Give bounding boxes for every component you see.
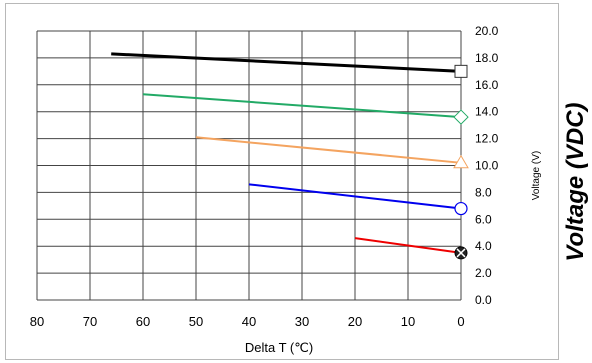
y-tick-label: 10.0 [475,159,499,173]
x-tick-label: 10 [401,314,415,329]
outer-voltage-label-container: Voltage (VDC) [560,0,592,363]
series-marker-5 [454,246,468,260]
x-tick-labels: 80 70 60 50 40 30 20 10 0 [30,314,465,329]
y-axis-label: Voltage (V) [531,151,542,200]
x-tick-label: 80 [30,314,44,329]
x-tick-label: 50 [189,314,203,329]
y-tick-label: 2.0 [475,266,492,280]
series-line-1 [111,52,462,73]
y-tick-label: 8.0 [475,185,492,199]
series-line-5 [354,237,462,254]
y-tick-label: 14.0 [475,105,499,119]
series-marker-3 [453,154,469,169]
series-marker-1 [454,64,468,78]
series-line-2 [142,93,462,119]
series-line-4 [248,183,462,210]
chart-frame: 80 70 60 50 40 30 20 10 0 0.0 2.0 4.0 6.0 8.0 10.0 12.… [5,3,559,360]
series-lines [111,52,462,254]
y-tick-label: 16.0 [475,78,499,92]
outer-voltage-label: Voltage (VDC) [562,101,589,262]
grid-lines [36,30,462,301]
series-markers [453,64,469,260]
x-tick-label: 20 [348,314,362,329]
x-tick-label: 0 [457,314,464,329]
series-marker-5-x2 [456,248,466,258]
series-marker-4 [454,201,468,216]
x-tick-label: 30 [295,314,309,329]
voltage-chart: 80 70 60 50 40 30 20 10 0 0.0 2.0 4.0 6.0 8.0 10.0 12.… [30,24,542,355]
x-tick-label: 40 [242,314,256,329]
y-tick-label: 18.0 [475,51,499,65]
y-tick-label: 6.0 [475,212,492,226]
y-tick-label: 4.0 [475,239,492,253]
x-tick-label: 70 [83,314,97,329]
series-line-3 [195,136,462,164]
x-axis-label: Delta T (℃) [245,340,313,355]
series-marker-2 [453,109,469,125]
y-tick-label: 20.0 [475,24,499,38]
y-tick-labels: 0.0 2.0 4.0 6.0 8.0 10.0 12.0 14.0 16.0 18.0 20.0 [475,24,499,307]
y-tick-label: 0.0 [475,293,492,307]
x-tick-label: 60 [136,314,150,329]
y-tick-label: 12.0 [475,132,499,146]
